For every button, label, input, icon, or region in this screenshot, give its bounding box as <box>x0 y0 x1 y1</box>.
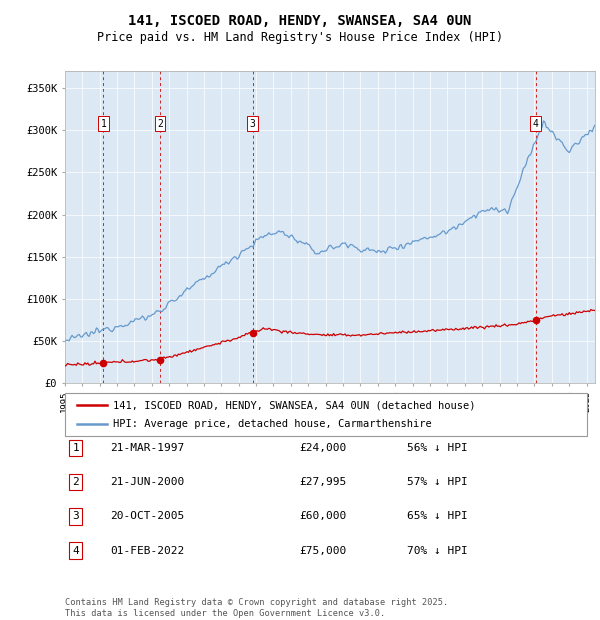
Text: 4: 4 <box>533 118 539 128</box>
Text: 2: 2 <box>72 477 79 487</box>
Text: 21-MAR-1997: 21-MAR-1997 <box>110 443 184 453</box>
Text: 57% ↓ HPI: 57% ↓ HPI <box>407 477 467 487</box>
Text: £27,995: £27,995 <box>299 477 346 487</box>
Text: HPI: Average price, detached house, Carmarthenshire: HPI: Average price, detached house, Carm… <box>113 419 431 429</box>
Text: 20-OCT-2005: 20-OCT-2005 <box>110 512 184 521</box>
Text: 3: 3 <box>72 512 79 521</box>
Text: 21-JUN-2000: 21-JUN-2000 <box>110 477 184 487</box>
Text: 01-FEB-2022: 01-FEB-2022 <box>110 546 184 556</box>
Text: 56% ↓ HPI: 56% ↓ HPI <box>407 443 467 453</box>
Text: 4: 4 <box>72 546 79 556</box>
Text: 65% ↓ HPI: 65% ↓ HPI <box>407 512 467 521</box>
Text: 1: 1 <box>72 443 79 453</box>
Text: £60,000: £60,000 <box>299 512 346 521</box>
Text: 2: 2 <box>157 118 163 128</box>
Text: 3: 3 <box>250 118 256 128</box>
Text: £75,000: £75,000 <box>299 546 346 556</box>
Text: 141, ISCOED ROAD, HENDY, SWANSEA, SA4 0UN (detached house): 141, ISCOED ROAD, HENDY, SWANSEA, SA4 0U… <box>113 401 475 410</box>
Text: 70% ↓ HPI: 70% ↓ HPI <box>407 546 467 556</box>
Text: 141, ISCOED ROAD, HENDY, SWANSEA, SA4 0UN: 141, ISCOED ROAD, HENDY, SWANSEA, SA4 0U… <box>128 14 472 28</box>
Text: Price paid vs. HM Land Registry's House Price Index (HPI): Price paid vs. HM Land Registry's House … <box>97 31 503 44</box>
Text: 1: 1 <box>100 118 106 128</box>
Text: Contains HM Land Registry data © Crown copyright and database right 2025.
This d: Contains HM Land Registry data © Crown c… <box>65 598 448 618</box>
Text: £24,000: £24,000 <box>299 443 346 453</box>
